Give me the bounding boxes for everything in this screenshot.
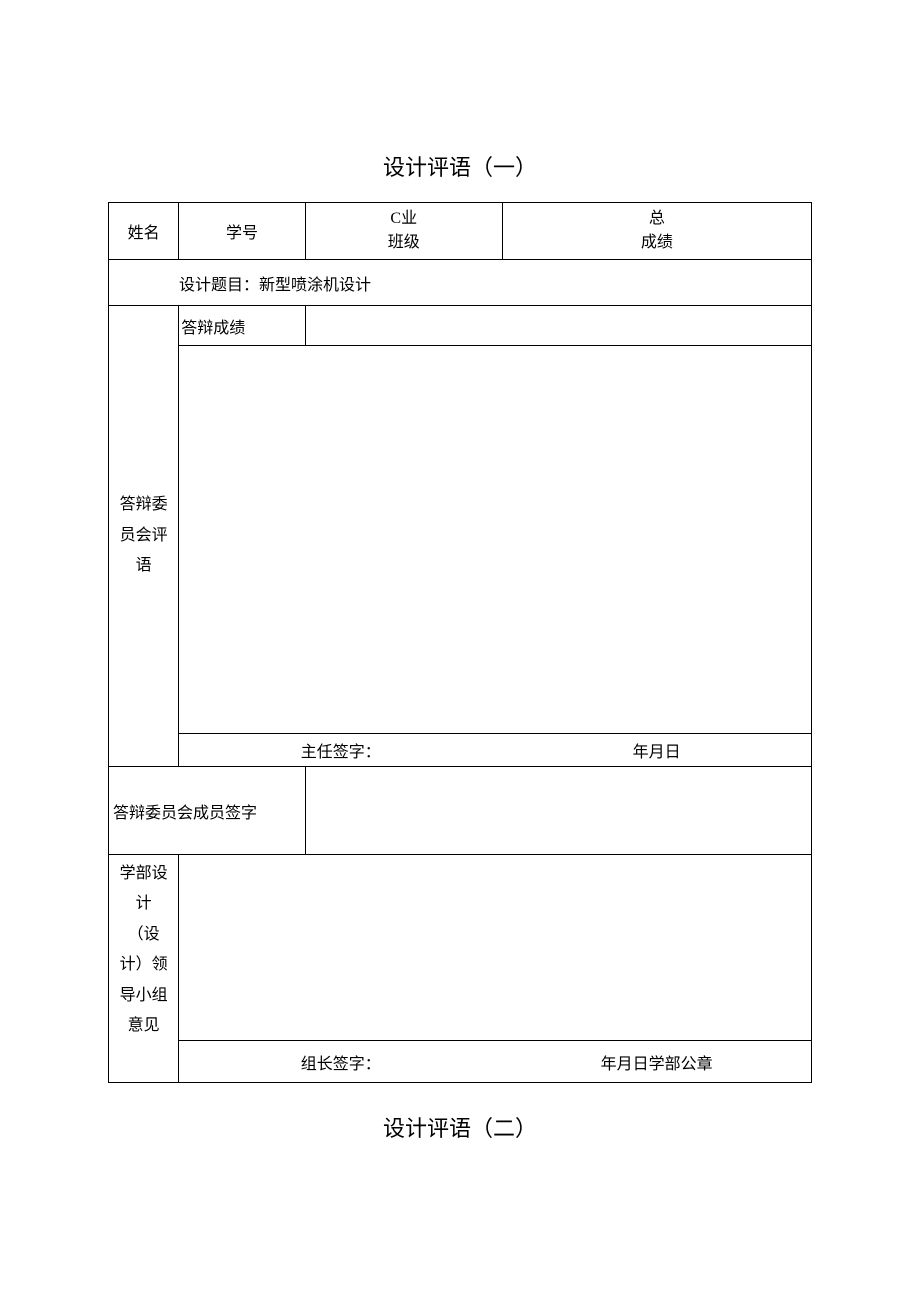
total-line1: 总	[649, 207, 665, 231]
total-score-label: 总 成绩	[502, 203, 811, 260]
major-line2: 班级	[388, 231, 420, 255]
members-sign-row: 答辩委员会成员签字	[109, 767, 812, 855]
major-line1: C业	[390, 207, 417, 231]
page-container: 设计评语（一） 姓名 学号 C业 班级 总 成绩	[0, 0, 920, 1143]
total-line2: 成绩	[641, 231, 673, 255]
dept-opinion-body	[179, 855, 812, 1041]
evaluation-form-table: 姓名 学号 C业 班级 总 成绩 设计题目：新型喷涂机设计 答辩委	[108, 202, 812, 1083]
chair-sign-label: 主任签字：	[179, 734, 502, 767]
chair-sign-date: 年月日	[502, 734, 811, 767]
members-sign-area	[305, 767, 811, 855]
members-sign-label: 答辩委员会成员签字	[109, 767, 306, 855]
defense-comment-body	[179, 346, 812, 734]
name-label: 姓名	[109, 203, 179, 260]
topic-row: 设计题目：新型喷涂机设计	[109, 260, 812, 306]
dept-sign-row: 组长签字： 年月日学部公章	[109, 1041, 812, 1083]
defense-score-label: 答辩成绩	[179, 306, 306, 346]
defense-committee-label: 答辩委 员会评 语	[109, 306, 179, 767]
dept-leader-sign-label: 组长签字：	[179, 1041, 502, 1083]
title-two: 设计评语（二）	[108, 1111, 812, 1143]
major-class-label: C业 班级	[305, 203, 502, 260]
chair-sign-row: 主任签字： 年月日	[109, 734, 812, 767]
defense-comment-body-row	[109, 346, 812, 734]
student-no-label: 学号	[179, 203, 306, 260]
defense-score-value	[305, 306, 811, 346]
dept-opinion-label: 学部设 计 （设 计）领 导小组 意见	[109, 855, 179, 1083]
topic-cell: 设计题目：新型喷涂机设计	[109, 260, 812, 306]
dept-opinion-row: 学部设 计 （设 计）领 导小组 意见	[109, 855, 812, 1041]
defense-score-row: 答辩委 员会评 语 答辩成绩	[109, 306, 812, 346]
title-one: 设计评语（一）	[108, 150, 812, 182]
dept-date-seal-label: 年月日学部公章	[502, 1041, 811, 1083]
header-row: 姓名 学号 C业 班级 总 成绩	[109, 203, 812, 260]
